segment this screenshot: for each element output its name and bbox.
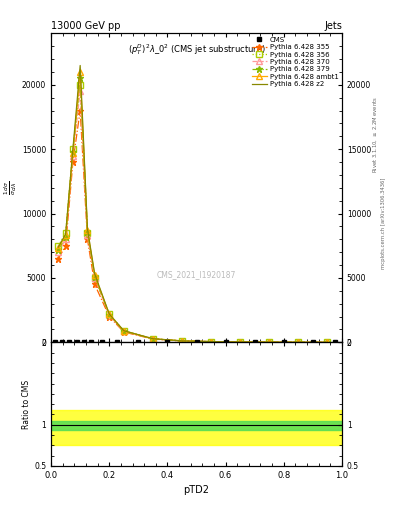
Bar (51, 410, 342, 445)
Legend: CMS, Pythia 6.428 355, Pythia 6.428 356, Pythia 6.428 370, Pythia 6.428 379, Pyt: CMS, Pythia 6.428 355, Pythia 6.428 356,… (250, 35, 340, 89)
Bar (51, 420, 342, 431)
Y-axis label: Ratio to CMS: Ratio to CMS (22, 379, 31, 429)
Text: $(p_T^D)^2\lambda\_0^2$ (CMS jet substructure): $(p_T^D)^2\lambda\_0^2$ (CMS jet substru… (128, 42, 265, 57)
Text: 13000 GeV pp: 13000 GeV pp (51, 20, 121, 31)
Y-axis label: $\frac{1}{\sigma}\frac{d\sigma}{d\lambda}$: $\frac{1}{\sigma}\frac{d\sigma}{d\lambda… (3, 181, 19, 195)
Text: mcplots.cern.ch [arXiv:1306.3436]: mcplots.cern.ch [arXiv:1306.3436] (381, 178, 386, 269)
X-axis label: pTD2: pTD2 (184, 485, 209, 495)
Text: Rivet 3.1.10, $\geq$ 2.2M events: Rivet 3.1.10, $\geq$ 2.2M events (371, 96, 379, 173)
Text: CMS_2021_I1920187: CMS_2021_I1920187 (157, 270, 236, 279)
Text: Jets: Jets (324, 20, 342, 31)
